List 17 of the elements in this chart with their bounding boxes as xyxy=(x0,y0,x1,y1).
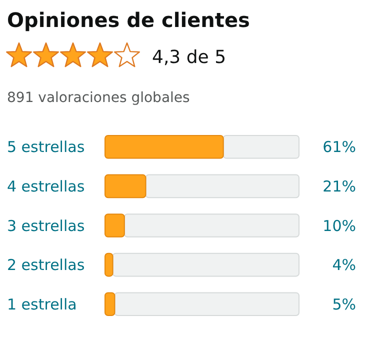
data-label: 61% xyxy=(322,138,356,156)
bar xyxy=(104,214,125,238)
text: 891 valoraciones globales xyxy=(7,90,190,106)
bar xyxy=(104,174,146,198)
chart-title: Opiniones de clientes xyxy=(7,8,250,32)
y-tick-label: 1 estrella xyxy=(7,295,77,314)
bar xyxy=(104,292,116,316)
y-tick-label: 4 estrellas xyxy=(7,177,85,196)
y-tick-label: 3 estrellas xyxy=(7,216,85,235)
data-label: 21% xyxy=(322,177,356,196)
data-label: 5% xyxy=(332,295,356,314)
y-tick-label: 2 estrellas xyxy=(7,256,85,274)
chart-subtitle: 4,3 de 5 xyxy=(152,47,226,68)
data-label: 4% xyxy=(332,256,356,274)
y-tick-label: 5 estrellas xyxy=(7,138,85,156)
data-label: 10% xyxy=(322,216,356,235)
bar xyxy=(104,252,114,277)
